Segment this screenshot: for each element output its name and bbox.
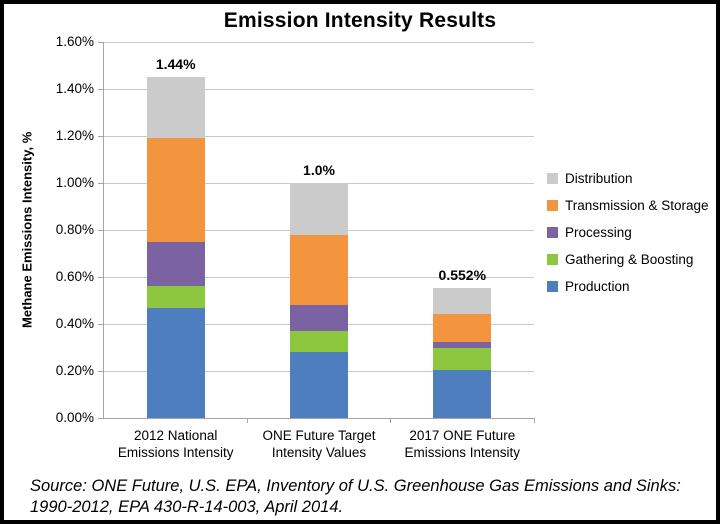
x-category-label-line: Emissions Intensity bbox=[117, 445, 234, 460]
x-category-label: ONE Future Target Intensity Values bbox=[234, 427, 404, 461]
y-tick-label: 0.20% bbox=[55, 363, 94, 378]
y-axis-tick bbox=[98, 229, 103, 231]
gridline bbox=[104, 88, 534, 90]
x-category-label: 2017 ONE Future Emissions Intensity bbox=[377, 427, 547, 461]
source-citation: Source: ONE Future, U.S. EPA, Inventory … bbox=[30, 476, 710, 518]
legend-swatch-icon bbox=[547, 200, 558, 211]
x-axis-tick bbox=[246, 418, 248, 423]
legend-swatch-icon bbox=[547, 281, 558, 292]
legend: Distribution Transmission & Storage Proces… bbox=[547, 170, 709, 305]
source-line-2: 1990-2012, EPA 430-R-14-003, April 2014. bbox=[30, 498, 344, 516]
x-category-label-line: Intensity Values bbox=[271, 445, 367, 460]
bar-segment-transmission-storage bbox=[433, 313, 492, 343]
source-line-1: Source: ONE Future, U.S. EPA, Inventory … bbox=[30, 477, 681, 495]
legend-label: Distribution bbox=[565, 171, 633, 186]
legend-swatch-icon bbox=[547, 173, 558, 184]
y-axis-tick bbox=[98, 417, 103, 419]
y-tick-label: 0.40% bbox=[55, 316, 94, 331]
y-tick-label: 0.80% bbox=[55, 222, 94, 237]
bar-segment-processing bbox=[433, 342, 492, 348]
bar-segment-production bbox=[290, 352, 348, 418]
bar-segment-production bbox=[146, 307, 205, 418]
y-tick-label: 1.40% bbox=[55, 81, 94, 96]
y-tick-label: 0.00% bbox=[55, 410, 94, 425]
bar-segment-gathering-boosting bbox=[290, 331, 348, 353]
y-axis-line bbox=[103, 42, 104, 419]
bar-segment-processing bbox=[290, 305, 348, 332]
y-axis-tick bbox=[98, 41, 103, 43]
x-category-label-line: ONE Future Target bbox=[262, 428, 376, 443]
bar-total-label: 0.552% bbox=[438, 267, 487, 284]
x-category-label-line: 2017 ONE Future bbox=[409, 428, 516, 443]
legend-item-transmission-storage: Transmission & Storage bbox=[547, 197, 709, 214]
stacked-bar bbox=[146, 77, 205, 418]
x-category-label-line: Emissions Intensity bbox=[404, 445, 521, 460]
y-axis-tick bbox=[98, 88, 103, 90]
bar-segment-gathering-boosting bbox=[433, 347, 492, 370]
legend-item-processing: Processing bbox=[547, 224, 709, 241]
legend-item-gathering-boosting: Gathering & Boosting bbox=[547, 251, 709, 268]
y-tick-label: 1.60% bbox=[55, 34, 94, 49]
plot-area: 0.47%0.09%0.19%0.44%0.26%1.44%0.28%0.09%… bbox=[98, 41, 535, 423]
legend-label: Processing bbox=[565, 225, 632, 240]
x-category-label: 2012 National Emissions Intensity bbox=[91, 427, 261, 461]
stacked-bar bbox=[433, 288, 492, 418]
gridline bbox=[104, 135, 534, 137]
legend-swatch-icon bbox=[547, 227, 558, 238]
y-axis-tick bbox=[98, 135, 103, 137]
y-axis-tick bbox=[98, 370, 103, 372]
x-axis-line bbox=[103, 418, 534, 419]
legend-item-distribution: Distribution bbox=[547, 170, 709, 187]
y-axis-tick bbox=[98, 323, 103, 325]
bar-segment-transmission-storage bbox=[146, 138, 205, 242]
y-axis-tick bbox=[98, 276, 103, 278]
gridline bbox=[104, 182, 534, 184]
bar-segment-production bbox=[433, 369, 492, 418]
legend-label: Transmission & Storage bbox=[565, 198, 709, 213]
bar-total-label: 1.44% bbox=[155, 56, 196, 73]
legend-item-production: Production bbox=[547, 278, 709, 295]
bar-segment-distribution bbox=[146, 77, 205, 139]
x-axis-tick bbox=[390, 418, 392, 423]
bar-segment-distribution bbox=[290, 183, 348, 235]
legend-label: Production bbox=[565, 279, 630, 294]
bar-segment-gathering-boosting bbox=[146, 286, 205, 308]
y-tick-label: 1.20% bbox=[55, 128, 94, 143]
bar-segment-transmission-storage bbox=[290, 234, 348, 306]
bar-segment-processing bbox=[146, 241, 205, 287]
legend-label: Gathering & Boosting bbox=[565, 252, 694, 267]
gridline bbox=[104, 41, 534, 43]
y-tick-label: 1.00% bbox=[55, 175, 94, 190]
stacked-bar bbox=[290, 183, 348, 418]
bar-total-label: 1.0% bbox=[303, 162, 335, 178]
legend-swatch-icon bbox=[547, 254, 558, 265]
x-axis-tick bbox=[533, 418, 535, 423]
bar-segment-distribution bbox=[433, 288, 492, 314]
chart-title: Emission Intensity Results bbox=[223, 9, 497, 32]
y-tick-label: 0.60% bbox=[55, 269, 94, 284]
x-category-label-line: 2012 National bbox=[134, 428, 218, 443]
y-axis-tick bbox=[98, 182, 103, 184]
